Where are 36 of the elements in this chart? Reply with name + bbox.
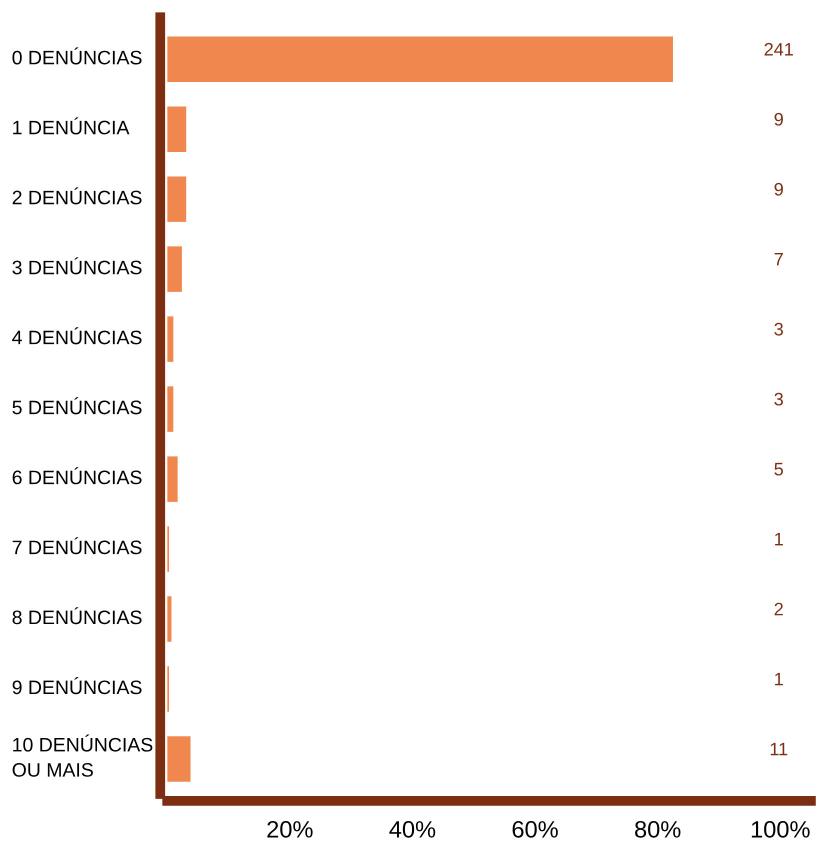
y-tick-label: 0 DENÚNCIAS bbox=[12, 47, 142, 64]
x-tick-label: 40% bbox=[389, 820, 436, 838]
x-tick-label: 100% bbox=[752, 820, 810, 838]
bar bbox=[167, 106, 186, 152]
y-tick-label: 1 DENÚNCIA bbox=[13, 117, 130, 134]
y-tick-label: 7 DENÚNCIAS bbox=[12, 537, 142, 554]
annotation: 3 bbox=[774, 392, 783, 406]
annotation: 1 bbox=[775, 672, 783, 686]
y-tick-label: 8 DENÚNCIAS bbox=[12, 607, 142, 624]
y-tick-label: 10 DENÚNCIAS OU MAIS bbox=[12, 734, 152, 777]
annotation: 1 bbox=[775, 532, 783, 546]
bar bbox=[167, 316, 174, 362]
bar bbox=[167, 36, 673, 82]
bar bbox=[167, 456, 178, 502]
x-tick-label: 60% bbox=[512, 820, 558, 838]
bar bbox=[167, 176, 186, 222]
annotation: 5 bbox=[774, 462, 783, 476]
bar bbox=[167, 386, 174, 432]
bar bbox=[167, 246, 182, 292]
bar bbox=[167, 736, 190, 782]
annotation: 3 bbox=[774, 322, 783, 336]
annotation: 9 bbox=[774, 112, 783, 126]
y-tick-label: 5 DENÚNCIAS bbox=[12, 397, 142, 414]
x-tick-label: 80% bbox=[635, 820, 680, 838]
bar bbox=[167, 596, 172, 642]
y-tick-label: 6 DENÚNCIAS bbox=[12, 467, 142, 484]
annotation: 11 bbox=[770, 742, 788, 756]
annotation: 9 bbox=[774, 182, 783, 196]
y-tick-label: 3 DENÚNCIAS bbox=[12, 257, 142, 274]
y-tick-label: 9 DENÚNCIAS bbox=[12, 677, 142, 694]
y-tick-label: 4 DENÚNCIAS bbox=[12, 327, 142, 344]
y-tick-label: 2 DENÚNCIAS bbox=[12, 187, 142, 204]
annotation: 241 bbox=[764, 42, 793, 56]
x-tick-label: 20% bbox=[267, 820, 313, 838]
annotation: 7 bbox=[774, 253, 783, 266]
annotation: 2 bbox=[774, 602, 783, 616]
